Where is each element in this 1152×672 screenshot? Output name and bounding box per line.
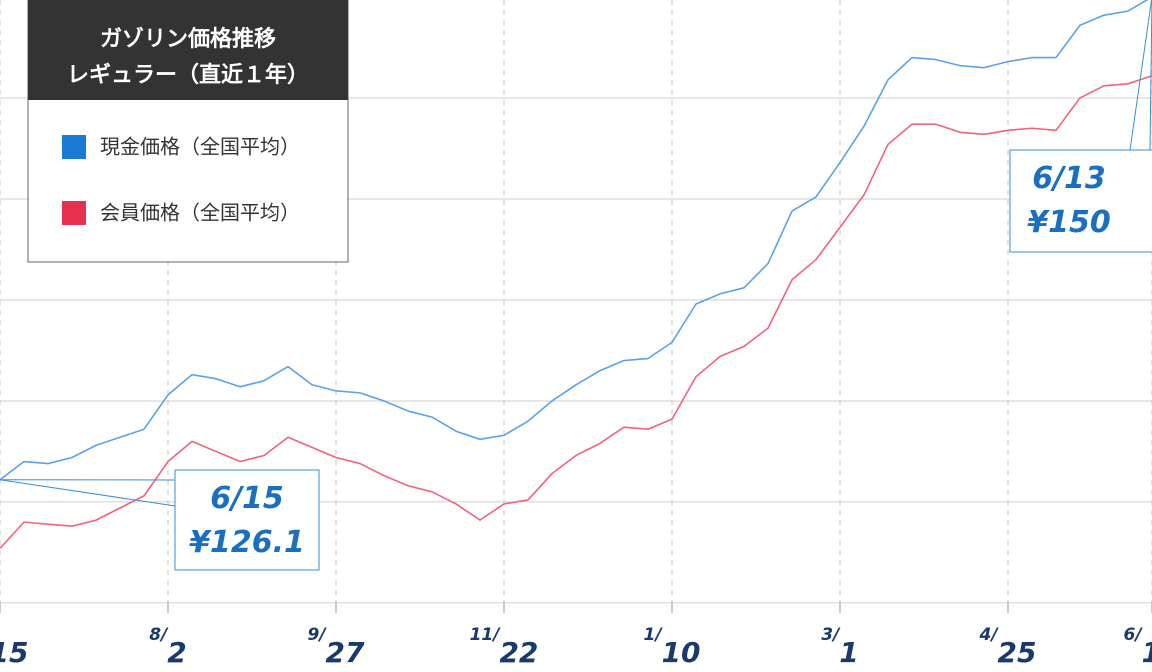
legend-swatch xyxy=(62,201,86,225)
x-tick-label: 1/10 xyxy=(643,625,700,669)
x-tick-label: 9/27 xyxy=(307,625,365,669)
annotation-price: ¥150 xyxy=(1027,205,1111,240)
legend-header xyxy=(28,0,348,100)
x-tick-label: 8/2 xyxy=(149,625,187,669)
annotation-box xyxy=(1009,149,1152,253)
legend-label: 現金価格（全国平均） xyxy=(100,135,300,159)
x-tick-label: 4/25 xyxy=(978,625,1036,669)
series-line xyxy=(0,0,1149,481)
lines xyxy=(0,0,1152,549)
legend: ガゾリン価格推移 レギュラー（直近１年） 現金価格（全国平均） 会員価格（全国平均… xyxy=(27,0,349,263)
chart-subtitle: レギュラー（直近１年） xyxy=(67,62,309,88)
annotation-date: 6/13 xyxy=(1032,161,1106,196)
annotation-leader xyxy=(0,479,176,507)
annotation-box xyxy=(174,469,320,571)
annotation-leader xyxy=(1129,0,1152,151)
x-tick-label: 6/15 xyxy=(0,625,29,669)
annotations: 6/15 ¥126.1 6/13 ¥150 xyxy=(0,0,1152,571)
legend-swatch xyxy=(62,135,86,159)
legend-label: 会員価格（全国平均） xyxy=(100,201,300,225)
chart-title: ガゾリン価格推移 xyxy=(100,26,276,52)
x-tick-label: 3/1 xyxy=(821,625,859,669)
series-line xyxy=(0,74,1152,549)
x-tick-label: 6/13 xyxy=(1123,625,1152,669)
annotation-price: ¥126.1 xyxy=(189,525,305,560)
annotation-date: 6/15 xyxy=(210,481,284,516)
x-tick-label: 11/22 xyxy=(470,625,539,669)
